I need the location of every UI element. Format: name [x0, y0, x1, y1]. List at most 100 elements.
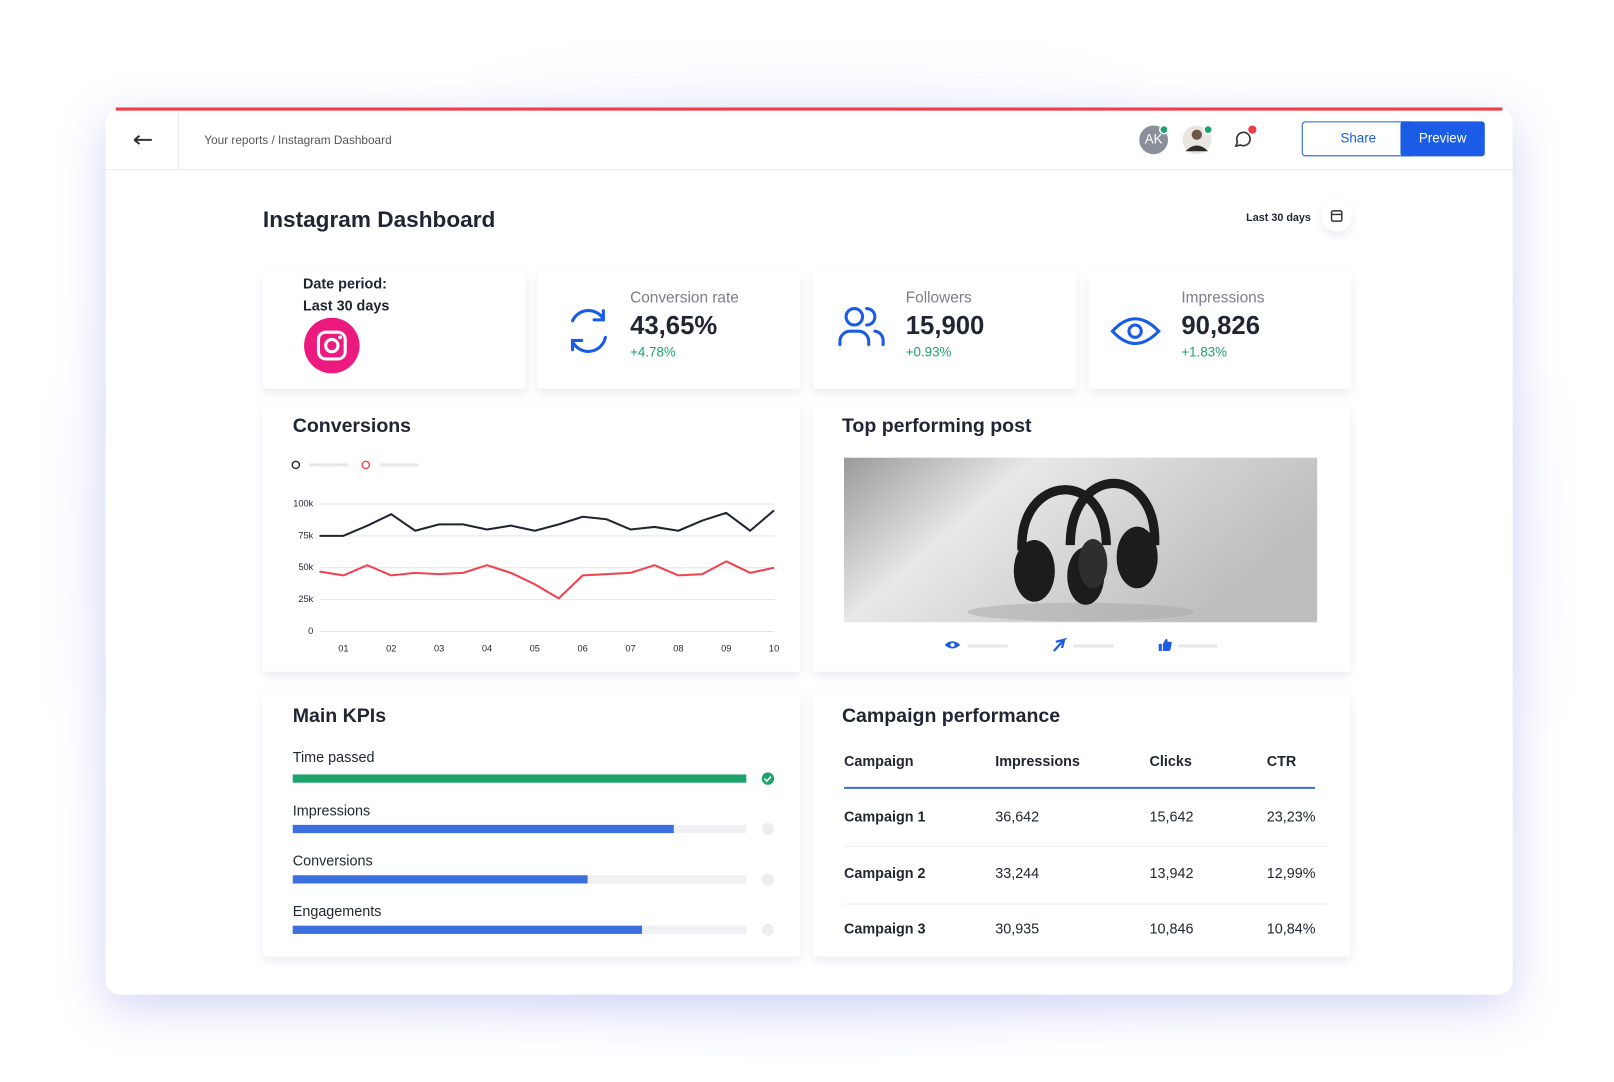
kpi-value: 43,65% — [630, 312, 717, 340]
status-dot — [1203, 124, 1214, 135]
table-cell: 36,642 — [995, 809, 1039, 825]
y-tick-label: 0 — [308, 626, 313, 636]
data-line — [319, 560, 775, 600]
x-tick-label: 07 — [625, 643, 635, 653]
headphone-band — [1065, 478, 1160, 546]
impressions-icon — [1110, 317, 1161, 346]
kpi-label: Conversion rate — [630, 289, 739, 306]
likes-icon — [1158, 638, 1172, 652]
kpi-bar — [292, 774, 747, 783]
views-icon — [950, 642, 955, 647]
back-button[interactable] — [133, 134, 152, 145]
followers-icon — [844, 307, 865, 327]
kpi-status-pending — [761, 873, 775, 886]
table-cell: 13,942 — [1149, 866, 1193, 882]
instagram-glyph — [324, 337, 340, 354]
instagram-icon — [304, 317, 360, 374]
x-tick-label: 02 — [386, 643, 396, 653]
kpi-bar-label: Conversions — [293, 854, 373, 870]
kpi-label: Followers — [906, 289, 972, 306]
kpis-title: Main KPIs — [293, 705, 386, 727]
instagram-glyph — [316, 330, 347, 361]
date-card-label: Date period: — [303, 277, 387, 293]
table-cell: Campaign 2 — [844, 866, 925, 882]
card — [537, 272, 800, 389]
impressions-icon — [1127, 323, 1143, 339]
table-cell: 10,846 — [1149, 922, 1193, 938]
x-tick-label: 10 — [769, 643, 779, 653]
x-tick-label: 04 — [482, 643, 492, 653]
breadcrumb[interactable]: Your reports / Instagram Dashboard — [204, 133, 391, 147]
kpi-status-done — [761, 772, 775, 785]
kpi-bar — [292, 925, 642, 934]
table-title: Campaign performance — [842, 705, 1060, 727]
preview-button[interactable] — [1400, 121, 1485, 157]
table-cell: 30,935 — [995, 922, 1039, 938]
kpi-change: +4.78% — [630, 344, 676, 359]
kpi-status-check — [763, 775, 772, 783]
y-tick-label: 50k — [298, 562, 313, 572]
table-cell: 33,244 — [995, 866, 1039, 882]
table-cell: 12,99% — [1267, 866, 1316, 882]
post-image-shadow — [967, 602, 1194, 622]
followers-icon — [838, 307, 885, 347]
column-header: Campaign — [844, 754, 914, 770]
column-header: Impressions — [995, 754, 1080, 770]
notification-dot — [1248, 125, 1257, 134]
column-header: Clicks — [1149, 754, 1191, 770]
comments-icon — [1234, 131, 1251, 148]
dashboard-title: Instagram Dashboard — [263, 207, 495, 232]
kpi-bar — [292, 875, 588, 884]
headphone-band — [1017, 485, 1111, 551]
legend-marker — [291, 460, 301, 470]
conversion-icon — [570, 309, 605, 352]
table-cell: Campaign 3 — [844, 922, 925, 938]
legend-marker — [361, 460, 371, 470]
column-header: CTR — [1267, 754, 1297, 770]
calendar-icon — [1330, 210, 1343, 222]
avatar-head — [1191, 129, 1202, 140]
y-tick-label: 100k — [293, 498, 313, 508]
headphone-cup — [1116, 526, 1158, 589]
kpi-label: Impressions — [1181, 289, 1264, 306]
kpi-status-pending — [761, 923, 775, 936]
table-cell: 10,84% — [1267, 922, 1316, 938]
conversion-icon — [570, 308, 607, 353]
x-tick-label: 01 — [338, 643, 348, 653]
x-tick-label: 03 — [434, 643, 444, 653]
kpi-bar-label: Time passed — [293, 750, 375, 766]
card — [262, 406, 800, 672]
kpi-bar-label: Engagements — [293, 904, 382, 920]
chart-title: Conversions — [293, 415, 411, 437]
x-tick-label: 06 — [578, 643, 588, 653]
calendar-button[interactable] — [1321, 200, 1353, 232]
date-card-value: Last 30 days — [303, 298, 389, 314]
kpi-bar — [292, 824, 674, 834]
instagram-glyph — [338, 335, 342, 340]
card — [262, 272, 526, 389]
card — [1088, 272, 1352, 389]
table-cell: 15,642 — [1149, 809, 1193, 825]
kpi-value: 90,826 — [1181, 312, 1260, 340]
top-post-title: Top performing post — [842, 415, 1032, 437]
y-tick-label: 75k — [298, 530, 313, 540]
share-label: Share — [1340, 130, 1376, 145]
kpi-change: +1.83% — [1181, 344, 1227, 359]
preview-label: Preview — [1419, 130, 1467, 145]
x-tick-label: 05 — [530, 643, 540, 653]
status-dot — [1159, 124, 1169, 135]
headphone-cup — [1013, 539, 1055, 602]
y-tick-label: 25k — [298, 594, 313, 604]
headphone-cup — [1078, 538, 1108, 589]
card — [813, 695, 1351, 957]
avatar-body — [1185, 145, 1209, 152]
kpi-bar-label: Impressions — [293, 803, 370, 819]
kpi-value: 15,900 — [906, 312, 985, 340]
table-cell: 23,23% — [1267, 809, 1316, 825]
date-range[interactable]: Last 30 days — [1246, 212, 1311, 224]
avatar-initials: AK — [1145, 131, 1163, 146]
x-tick-label: 08 — [673, 643, 683, 653]
x-tick-label: 09 — [721, 643, 731, 653]
data-line — [319, 509, 775, 537]
